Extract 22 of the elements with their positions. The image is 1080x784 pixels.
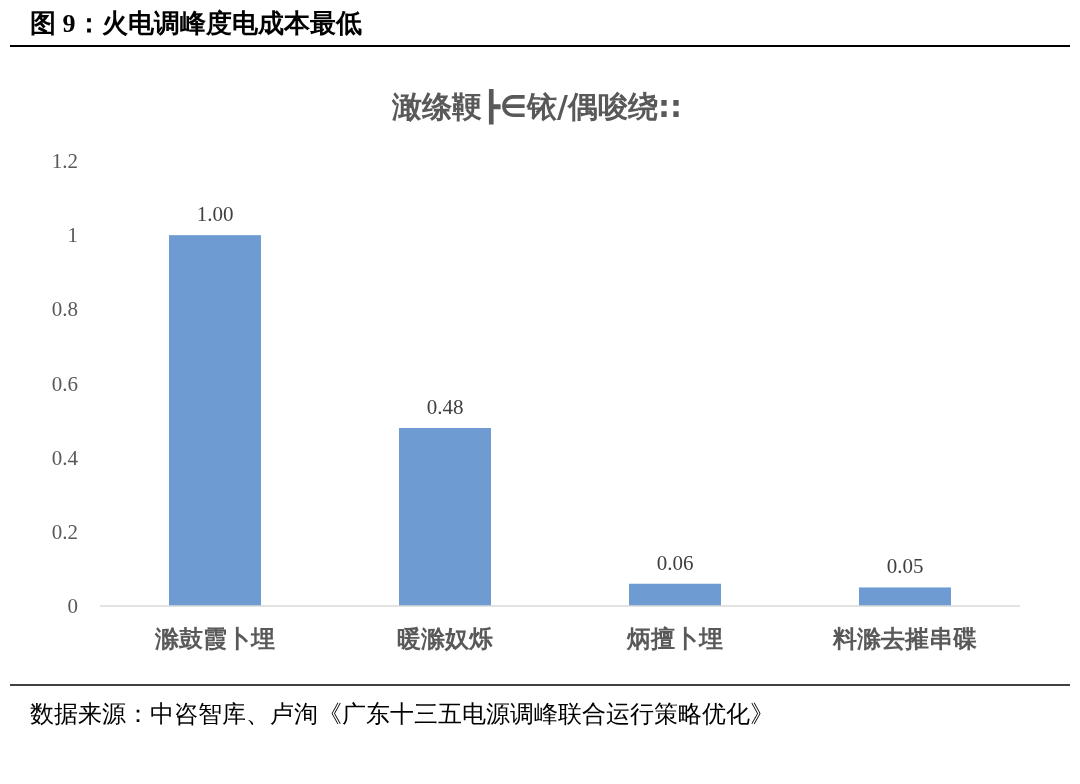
x-tick-label: 暖滁奴烁 (397, 625, 493, 653)
data-label: 0.06 (656, 550, 694, 575)
y-tick-label: 0.8 (51, 297, 78, 322)
data-label: 0.48 (426, 395, 464, 419)
x-tick-label: 滁鼓霞卜埋 (154, 625, 275, 653)
source-note: 数据来源：中咨智库、卢洵《广东十三五电源调峰联合运行策略优化》 (30, 701, 774, 727)
bar (859, 587, 951, 606)
data-label: 1.00 (196, 202, 234, 227)
data-label: 0.05 (886, 554, 924, 579)
chart-title: 图 9：火电调峰度电成本最低 (30, 9, 362, 38)
y-tick-label: 1.2 (51, 149, 78, 173)
bar (629, 583, 721, 606)
bar (169, 235, 261, 606)
x-tick-label: 炳擅卜埋 (626, 625, 723, 653)
y-tick-label: 0 (67, 594, 78, 618)
x-tick-label: 料滁去摧串碟 (832, 625, 977, 653)
chart-subtitle: 澉绦鞕┣∈铱/偶唆绕:: (391, 88, 682, 125)
y-tick-label: 0.4 (51, 445, 79, 470)
y-tick-label: 1 (67, 223, 78, 248)
y-tick-label: 0.2 (51, 519, 78, 544)
y-tick-label: 0.6 (51, 371, 78, 396)
bar (399, 428, 491, 606)
